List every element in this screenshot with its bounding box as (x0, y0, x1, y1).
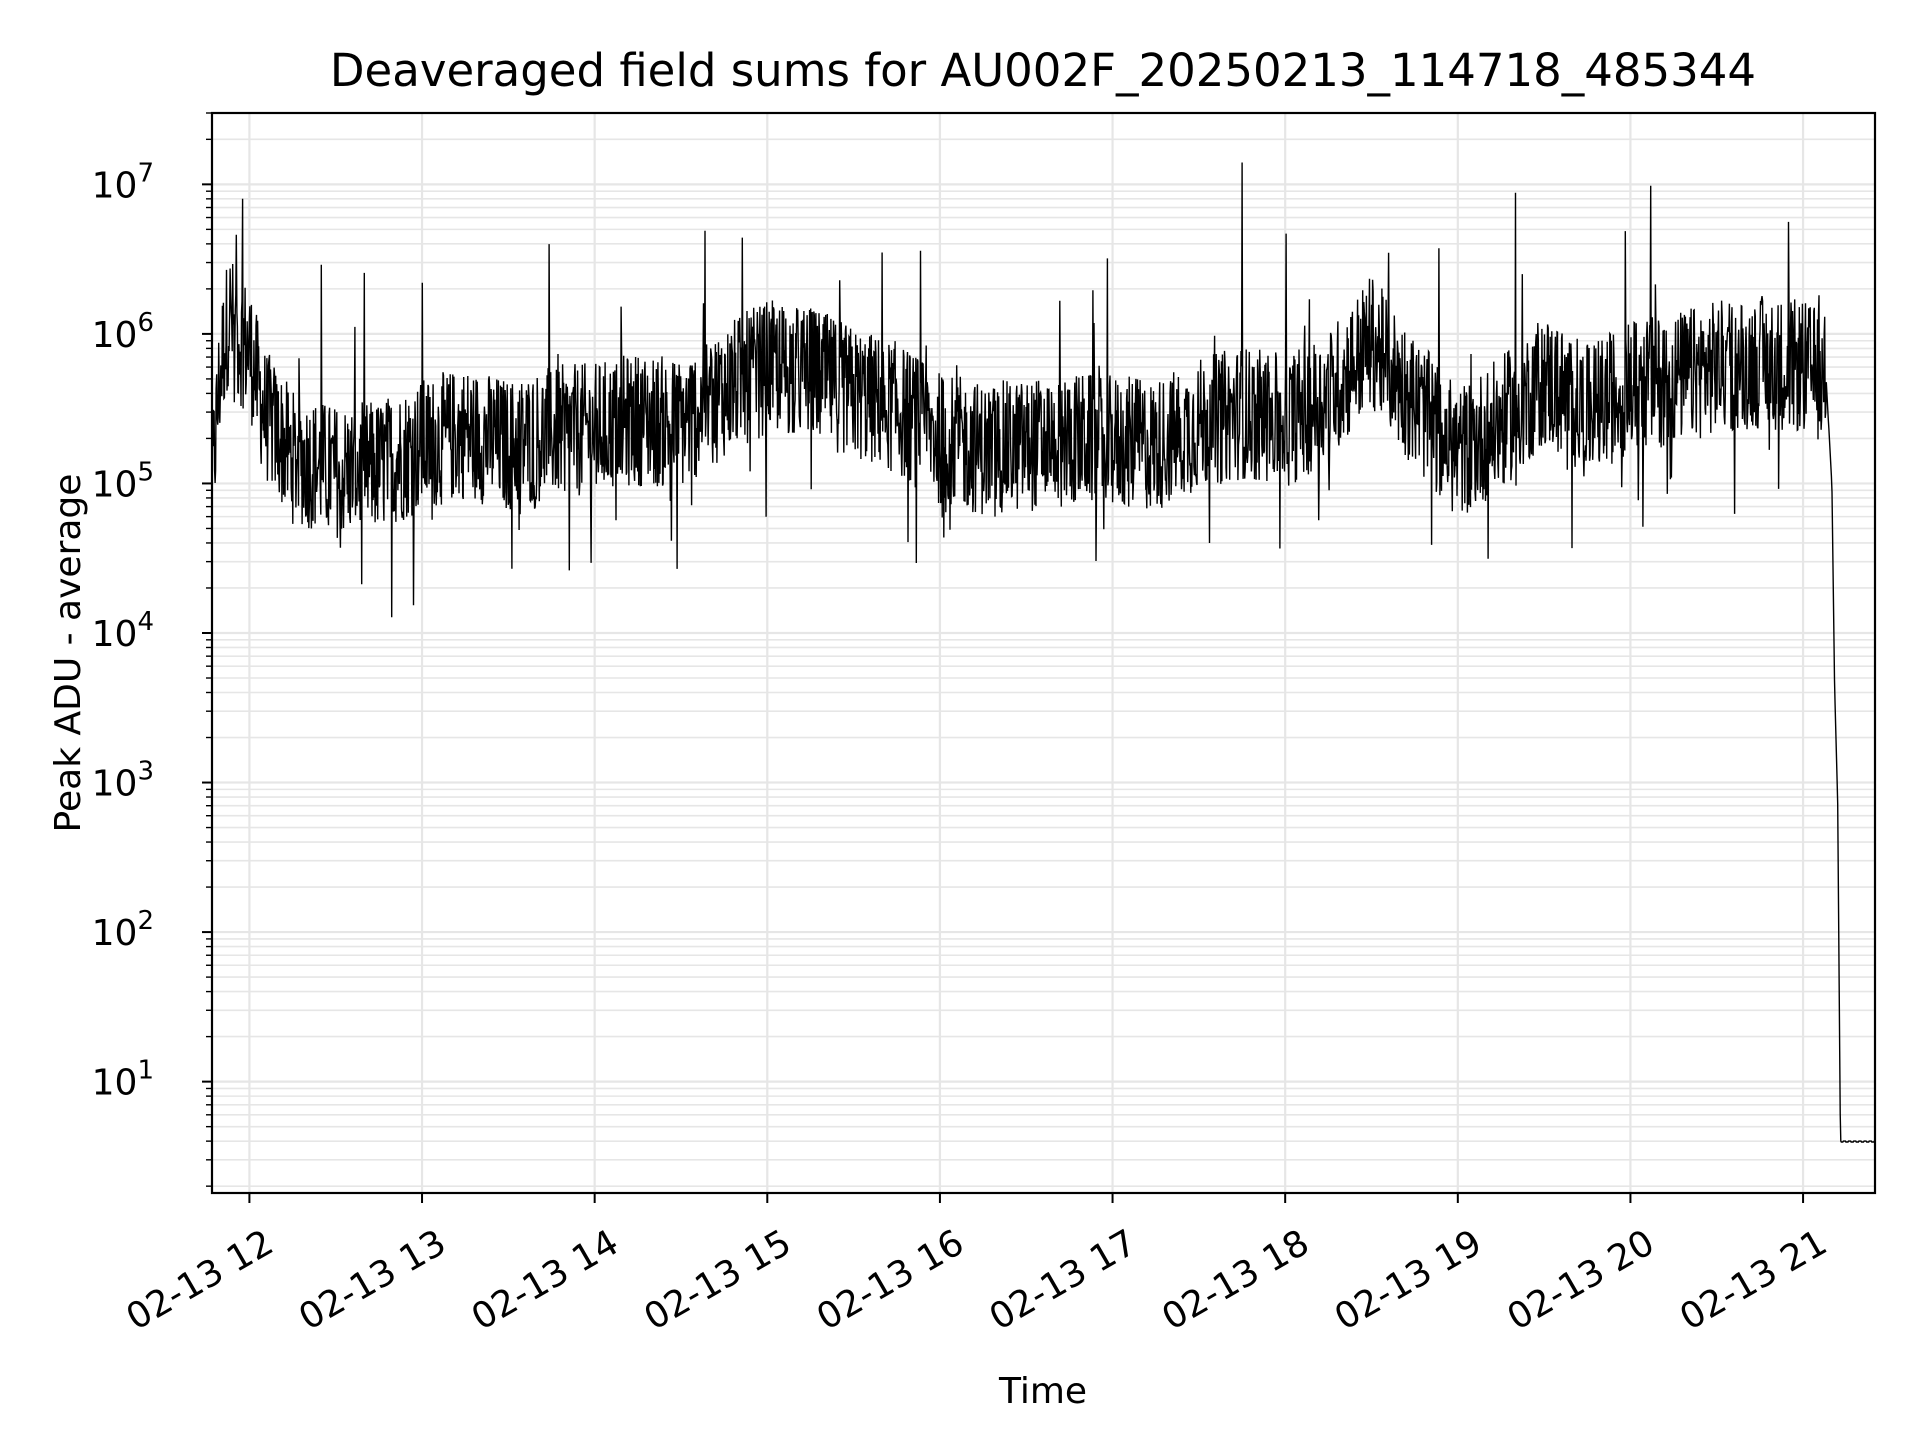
y-axis-label: Peak ADU - average (48, 474, 89, 833)
series-line (212, 162, 1875, 1143)
chart-title: Deaveraged field sums for AU002F_2025021… (330, 44, 1756, 97)
y-tick-label: 103 (92, 757, 154, 805)
y-tick-label: 105 (92, 457, 154, 505)
y-tick-label: 106 (92, 308, 154, 356)
grid (212, 112, 1875, 1193)
axes-frame (210, 111, 1877, 1195)
x-axis-label: Time (998, 1371, 1087, 1412)
y-axis-ticks: 101 102 103 104 105 106 107 (92, 112, 212, 1187)
y-tick-label: 107 (92, 158, 154, 206)
y-tick-label: 102 (92, 906, 154, 954)
y-tick-label: 101 (92, 1056, 154, 1104)
y-tick-label: 104 (92, 607, 154, 655)
plot-area (212, 162, 1875, 1143)
